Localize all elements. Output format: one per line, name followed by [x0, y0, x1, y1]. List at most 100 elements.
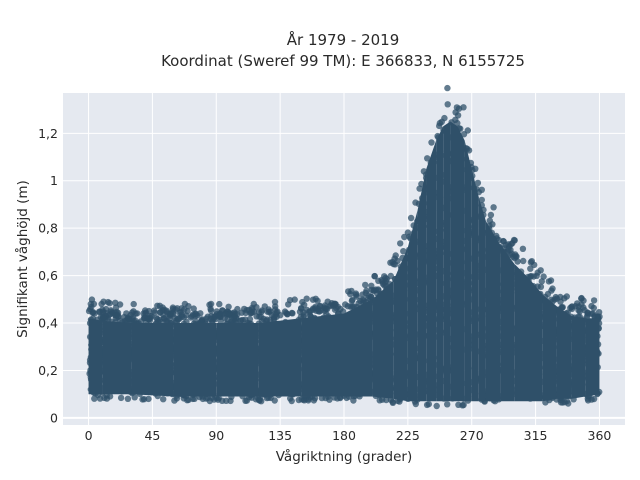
data-point [389, 399, 397, 406]
data-point [487, 211, 495, 219]
data-point [567, 304, 574, 312]
density-band [344, 299, 373, 397]
data-point [347, 290, 354, 298]
density-band [514, 263, 529, 402]
data-point [98, 300, 105, 308]
data-point [169, 304, 177, 311]
data-point [519, 245, 527, 252]
data-point [590, 395, 598, 403]
data-point [216, 300, 223, 308]
data-point [557, 293, 564, 301]
x-axis-label: Vågriktning (grader) [276, 448, 413, 465]
density-band [464, 140, 472, 402]
data-point [505, 246, 512, 253]
data-point [165, 310, 172, 318]
chart-title-line2: Koordinat (Sweref 99 TM): E 366833, N 61… [161, 52, 525, 70]
data-point [238, 309, 245, 316]
data-point [316, 303, 324, 310]
data-point [300, 312, 308, 319]
data-point [464, 127, 471, 134]
data-point [444, 401, 451, 408]
data-point [206, 397, 213, 405]
data-point [306, 308, 314, 315]
data-point [348, 297, 356, 305]
data-point [300, 396, 307, 403]
data-point [478, 196, 485, 204]
chart-title-line1: År 1979 - 2019 [287, 30, 400, 49]
data-point [145, 316, 152, 323]
data-point [397, 240, 404, 247]
density-band [393, 247, 408, 402]
density-band [426, 140, 437, 402]
data-point [368, 282, 375, 289]
data-point [383, 396, 390, 404]
data-point [444, 101, 451, 108]
data-point [412, 199, 419, 206]
data-point [221, 314, 228, 322]
data-point [309, 296, 317, 303]
data-point [563, 293, 570, 300]
y-tick-label: 0,4 [38, 316, 58, 331]
data-point [131, 394, 138, 401]
data-point [268, 311, 275, 319]
data-point [559, 304, 566, 311]
data-points [85, 84, 603, 410]
density-band [585, 318, 600, 397]
data-point [531, 261, 538, 269]
data-point [130, 300, 137, 308]
data-point [214, 396, 222, 403]
data-point [339, 308, 347, 315]
data-point [534, 269, 541, 276]
x-tick-label: 180 [332, 428, 356, 443]
data-point [194, 312, 201, 319]
data-point [225, 303, 232, 310]
data-point [101, 394, 108, 402]
data-point [510, 236, 518, 244]
data-point [189, 395, 196, 403]
data-point [111, 309, 118, 316]
data-point [563, 397, 571, 405]
data-point [433, 402, 440, 410]
data-point [261, 303, 268, 310]
data-point [271, 397, 278, 404]
data-point [175, 316, 182, 323]
data-point [549, 285, 556, 292]
density-band [457, 126, 465, 402]
data-point [584, 395, 591, 402]
data-point [362, 281, 369, 289]
data-point [185, 303, 192, 310]
density-band [450, 121, 458, 402]
data-point [287, 395, 294, 402]
data-point [540, 273, 547, 280]
data-point [160, 396, 167, 403]
density-band [528, 278, 543, 402]
data-point [288, 309, 296, 317]
data-point [151, 309, 158, 316]
data-point [520, 257, 527, 265]
x-tick-label: 90 [208, 428, 224, 443]
data-point [436, 122, 443, 130]
data-point [552, 293, 559, 301]
density-band [542, 294, 557, 402]
density-band [258, 318, 302, 397]
density-band [417, 168, 427, 402]
data-point [91, 310, 98, 317]
data-point [170, 310, 177, 318]
tick-labels: 0 45 90 135 180 225 270 315 360 0 0,2 0,4 0,6 0,8 1 1,2 [38, 126, 611, 443]
data-point [207, 315, 214, 323]
data-point [544, 290, 552, 298]
data-point [257, 313, 265, 321]
data-point [545, 278, 553, 285]
data-point [106, 300, 113, 307]
data-point [459, 402, 466, 409]
data-point [416, 185, 423, 192]
data-point [580, 304, 587, 311]
density-band [102, 320, 132, 395]
data-point [164, 317, 171, 325]
density-band [443, 121, 451, 402]
data-point [474, 179, 482, 187]
x-tick-label: 135 [268, 428, 292, 443]
data-point [190, 305, 197, 312]
data-point [350, 397, 357, 404]
